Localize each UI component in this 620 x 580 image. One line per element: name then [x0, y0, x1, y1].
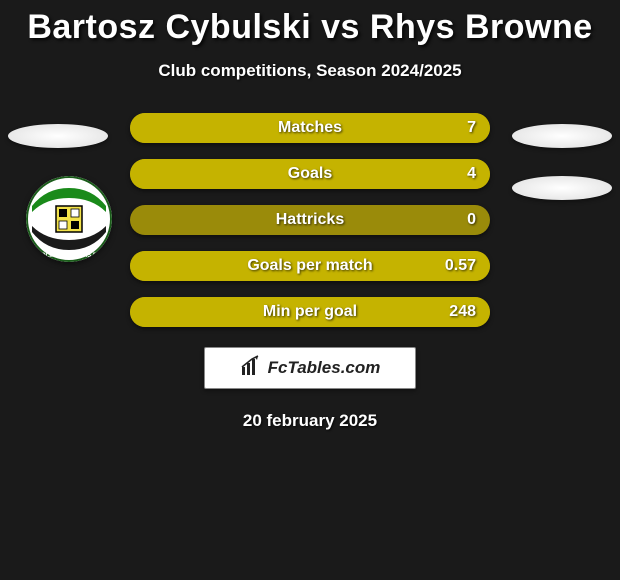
stat-label: Hattricks: [276, 211, 344, 229]
stat-label: Matches: [278, 119, 342, 137]
chart-icon: [240, 355, 262, 382]
stat-value-right: 0.57: [445, 257, 476, 275]
stat-value-right: 248: [449, 303, 476, 321]
page-title: Bartosz Cybulski vs Rhys Browne: [0, 0, 620, 47]
generated-date: 20 february 2025: [0, 411, 620, 431]
stat-bar: Min per goal 248: [130, 297, 490, 327]
branding-text: FcTables.com: [268, 358, 381, 378]
stat-label: Goals per match: [247, 257, 372, 275]
stat-label: Goals: [288, 165, 332, 183]
stat-bar: Hattricks 0: [130, 205, 490, 235]
comparison-table: Matches 7 Goals 4 Hattricks 0 Goals per …: [0, 113, 620, 327]
stat-row: Matches 7: [0, 113, 620, 143]
stat-bar: Goals per match 0.57: [130, 251, 490, 281]
stat-bar: Matches 7: [130, 113, 490, 143]
stat-bar: Goals 4: [130, 159, 490, 189]
stat-value-right: 0: [467, 211, 476, 229]
stat-value-right: 7: [467, 119, 476, 137]
stat-row: Min per goal 248: [0, 297, 620, 327]
page-subtitle: Club competitions, Season 2024/2025: [0, 61, 620, 81]
stat-row: Goals 4: [0, 159, 620, 189]
stat-row: Goals per match 0.57: [0, 251, 620, 281]
stat-value-right: 4: [467, 165, 476, 183]
stat-row: Hattricks 0: [0, 205, 620, 235]
stat-label: Min per goal: [263, 303, 357, 321]
branding-badge: FcTables.com: [204, 347, 416, 389]
